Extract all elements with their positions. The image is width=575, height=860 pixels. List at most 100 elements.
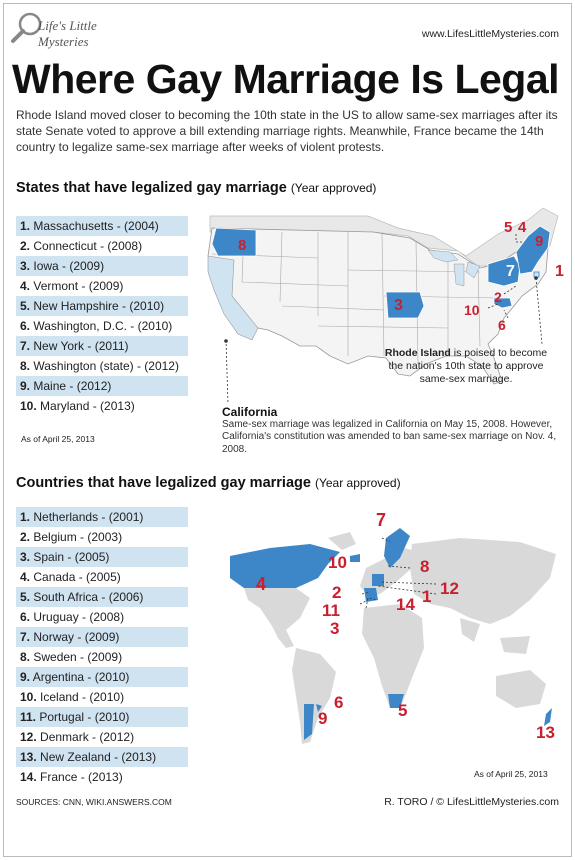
countries-item-number: 11. bbox=[20, 710, 37, 724]
countries-item-number: 2. bbox=[20, 530, 31, 544]
countries-item-text: Portugal - (2010) bbox=[39, 710, 130, 724]
southeast-asia-shape bbox=[500, 636, 530, 654]
countries-list-item: 5. South Africa - (2006) bbox=[16, 587, 188, 607]
states-item-number: 1. bbox=[20, 219, 31, 233]
page-frame bbox=[3, 3, 572, 857]
countries-item-number: 1. bbox=[20, 510, 31, 524]
states-item-number: 10. bbox=[20, 399, 37, 413]
world-label-3: 3 bbox=[330, 619, 339, 638]
india-shape bbox=[460, 618, 480, 642]
states-subtitle: (Year approved) bbox=[290, 181, 377, 195]
countries-item-number: 4. bbox=[20, 570, 31, 584]
countries-item-number: 8. bbox=[20, 650, 31, 664]
states-item-number: 2. bbox=[20, 239, 31, 253]
states-list-item: 7. New York - (2011) bbox=[16, 336, 188, 356]
countries-list-item: 13. New Zealand - (2013) bbox=[16, 747, 188, 767]
states-item-number: 8. bbox=[20, 359, 31, 373]
world-label-5: 5 bbox=[398, 701, 407, 720]
world-label-6: 6 bbox=[334, 693, 343, 712]
us-map: 8 3 5 4 9 7 1 2 10 6 bbox=[207, 207, 564, 405]
maryland-shape bbox=[493, 297, 513, 309]
states-item-text: Connecticut - (2008) bbox=[33, 239, 143, 253]
us-label-7: 7 bbox=[506, 263, 515, 280]
great-lakes-shape bbox=[427, 249, 481, 287]
ri-text: is poised to become the nation's 10th st… bbox=[388, 347, 548, 385]
countries-item-text: Netherlands - (2001) bbox=[33, 510, 144, 524]
usa-world-shape bbox=[244, 588, 310, 630]
intro-paragraph: Rhode Island moved closer to becoming th… bbox=[16, 108, 558, 154]
ca-title: California bbox=[222, 405, 278, 419]
california-note: California Same-sex marriage was legaliz… bbox=[222, 406, 562, 456]
countries-item-text: Argentina - (2010) bbox=[32, 670, 130, 684]
states-list-item: 6. Washington, D.C. - (2010) bbox=[16, 316, 188, 336]
california-shape bbox=[207, 255, 259, 341]
world-label-11: 11 bbox=[322, 601, 340, 620]
iberia-shape bbox=[364, 588, 378, 602]
world-map: 4 10 7 8 12 1 14 2 11 3 6 9 5 13 bbox=[230, 510, 556, 744]
states-item-number: 7. bbox=[20, 339, 31, 353]
world-label-14: 14 bbox=[396, 595, 415, 614]
countries-list: 1. Netherlands - (2001) 2. Belgium - (200… bbox=[16, 507, 188, 787]
world-label-8: 8 bbox=[420, 557, 429, 576]
countries-item-number: 9. bbox=[20, 670, 31, 684]
rhode-island-note: Rhode Island is poised to become the nat… bbox=[381, 347, 551, 386]
world-label-12: 12 bbox=[440, 579, 459, 598]
countries-item-number: 5. bbox=[20, 590, 31, 604]
states-list-item: 1. Massachusetts - (2004) bbox=[16, 216, 188, 236]
countries-item-number: 3. bbox=[20, 550, 31, 564]
states-item-number: 4. bbox=[20, 279, 31, 293]
states-item-text: Washington, D.C. - (2010) bbox=[33, 319, 173, 333]
asia-shape bbox=[410, 538, 556, 624]
page-title: Where Gay Marriage Is Legal bbox=[12, 56, 560, 102]
site-logo[interactable]: Life's Little Mysteries bbox=[10, 10, 140, 49]
countries-item-text: Uruguay - (2008) bbox=[33, 610, 125, 624]
canada-shape bbox=[209, 207, 559, 267]
states-section-title: States that have legalized gay marriage … bbox=[16, 180, 376, 196]
iowa-shape bbox=[385, 291, 425, 319]
site-url[interactable]: www.LifesLittleMysteries.com bbox=[421, 28, 559, 40]
countries-list-item: 4. Canada - (2005) bbox=[16, 567, 188, 587]
countries-item-text: Belgium - (2003) bbox=[33, 530, 123, 544]
countries-item-text: Sweden - (2009) bbox=[33, 650, 123, 664]
countries-title: Countries that have legalized gay marria… bbox=[16, 475, 311, 491]
norway-sweden-shape bbox=[384, 528, 410, 568]
central-america-shape bbox=[272, 626, 294, 648]
countries-list-item: 11. Portugal - (2010) bbox=[16, 707, 188, 727]
countries-list-item: 12. Denmark - (2012) bbox=[16, 727, 188, 747]
us-label-6: 6 bbox=[498, 317, 506, 333]
new-zealand-shape bbox=[544, 708, 552, 726]
states-list-item: 4. Vermont - (2009) bbox=[16, 276, 188, 296]
states-item-number: 6. bbox=[20, 319, 31, 333]
states-list-item: 3. Iowa - (2009) bbox=[16, 256, 188, 276]
logo-text: Life's Little Mysteries bbox=[38, 18, 97, 49]
south-africa-shape bbox=[388, 694, 404, 708]
australia-shape bbox=[496, 670, 546, 708]
countries-list-item: 2. Belgium - (2003) bbox=[16, 527, 188, 547]
sources-note: SOURCES: CNN, WIKI.ANSWERS.COM bbox=[16, 797, 172, 807]
argentina-shape bbox=[304, 704, 314, 740]
us-label-2: 2 bbox=[494, 289, 502, 305]
countries-item-number: 10. bbox=[20, 690, 37, 704]
us-label-10: 10 bbox=[464, 302, 480, 318]
countries-item-number: 12. bbox=[20, 730, 37, 744]
countries-section-title: Countries that have legalized gay marria… bbox=[16, 475, 401, 491]
countries-list-item: 10. Iceland - (2010) bbox=[16, 687, 188, 707]
states-list-item: 9. Maine - (2012) bbox=[16, 376, 188, 396]
rhode-island-shape bbox=[533, 271, 540, 278]
us-label-3: 3 bbox=[394, 297, 403, 314]
ca-text: Same-sex marriage was legalized in Calif… bbox=[222, 418, 557, 455]
countries-as-of: As of April 25, 2013 bbox=[474, 769, 548, 779]
states-item-number: 3. bbox=[20, 259, 31, 273]
states-item-text: Washington (state) - (2012) bbox=[33, 359, 179, 373]
states-title: States that have legalized gay marriage bbox=[16, 180, 287, 196]
states-list-item: 5. New Hampshire - (2010) bbox=[16, 296, 188, 316]
states-as-of: As of April 25, 2013 bbox=[21, 434, 95, 444]
states-list: 1. Massachusetts - (2004) 2. Connecticut … bbox=[16, 216, 188, 416]
iceland-shape bbox=[350, 554, 360, 562]
countries-item-text: Spain - (2005) bbox=[33, 550, 110, 564]
world-label-1: 1 bbox=[422, 587, 431, 606]
countries-item-text: Norway - (2009) bbox=[33, 630, 120, 644]
countries-item-number: 13. bbox=[20, 750, 37, 764]
countries-list-item: 9. Argentina - (2010) bbox=[16, 667, 188, 687]
us-label-9: 9 bbox=[535, 233, 543, 250]
